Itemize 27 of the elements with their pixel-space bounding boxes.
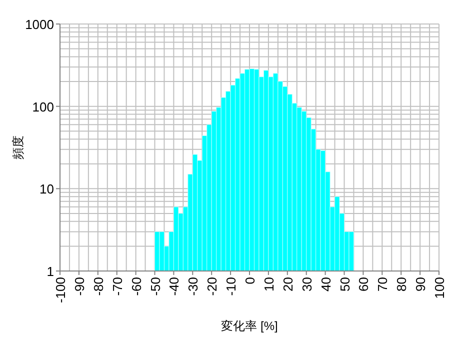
x-tick-label: 40 (318, 277, 334, 292)
y-tick-label: 10 (40, 182, 54, 197)
x-tick-label: 30 (299, 277, 314, 292)
x-axis-title: 変化率 [%] (221, 319, 278, 333)
x-tick-label: 100 (432, 277, 447, 299)
x-tick-label: 0 (242, 277, 258, 284)
x-tick-label: -50 (148, 277, 163, 296)
x-tick-label: 80 (394, 277, 410, 292)
x-tick-label: -70 (110, 277, 125, 296)
y-axis-title: 頻度 (11, 136, 25, 160)
x-tick-label: 90 (413, 277, 428, 292)
x-tick-label: -60 (128, 277, 144, 296)
x-tick-label: -40 (166, 277, 182, 296)
y-tick-label: 1000 (25, 17, 54, 32)
x-tick-label: 50 (337, 277, 352, 292)
x-tick-label: 20 (280, 277, 296, 292)
x-tick-label: 60 (356, 277, 372, 292)
x-tick-label: 70 (375, 277, 390, 292)
y-tick-label: 1 (46, 264, 54, 279)
x-tick-label: -100 (53, 277, 68, 304)
x-tick-label: -10 (224, 277, 239, 296)
x-tick-label: -90 (72, 277, 87, 296)
x-tick-label: -20 (204, 277, 220, 296)
x-tick-label: -30 (186, 277, 201, 296)
x-tick-label: 10 (261, 277, 276, 292)
y-tick-label: 100 (32, 99, 54, 114)
x-tick-label: -80 (90, 277, 106, 296)
